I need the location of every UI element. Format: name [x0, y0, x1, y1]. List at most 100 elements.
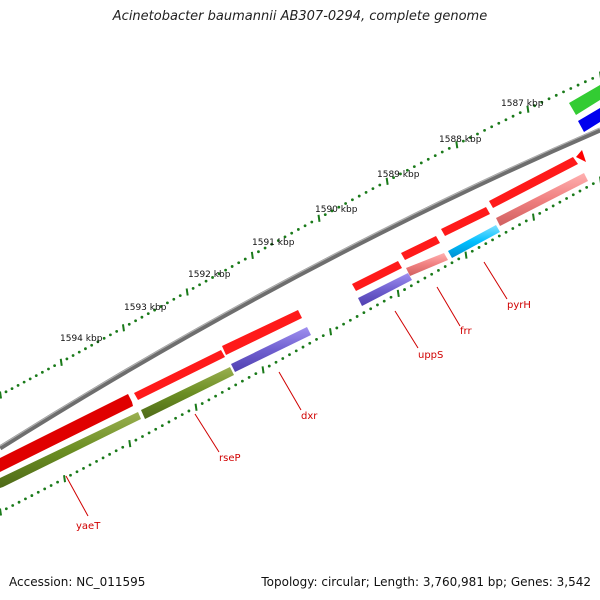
scale-dot [114, 449, 118, 453]
scale-dot [247, 375, 251, 379]
scale-dot [491, 238, 494, 242]
scale-dot [484, 242, 488, 246]
inner-tick-track [0, 176, 600, 516]
cds-arrow [401, 236, 440, 260]
gene-labels: yaeT rseP dxr uppS frr pyrH [76, 300, 531, 532]
scale-dot [565, 197, 568, 200]
scale-dot [571, 193, 575, 197]
scale-dot [518, 223, 521, 227]
scale-dot [591, 76, 595, 80]
scale-dot [423, 276, 427, 280]
scale-dot [470, 249, 474, 253]
scale-dot [211, 276, 214, 279]
scale-dot [469, 136, 472, 139]
scale-dot [426, 157, 430, 161]
scale-dot [40, 370, 44, 374]
scale-dot [378, 183, 382, 187]
scale-dot [4, 507, 8, 511]
scale-dot [296, 228, 300, 231]
scale-dot [576, 83, 580, 87]
scale-label: 1587 kbp [501, 99, 544, 109]
scale-dot [497, 121, 501, 125]
scale-tick [63, 475, 67, 483]
scale-tick [128, 440, 132, 448]
scale-dot [237, 261, 241, 265]
scale-dot [476, 132, 479, 136]
scale-dot [524, 219, 528, 223]
scale-label: 1594 kbp [60, 334, 103, 344]
scale-dot [323, 213, 327, 217]
scale-dot [348, 318, 352, 322]
scale-dot [357, 194, 361, 198]
gene-label: yaeT [76, 521, 101, 532]
scale-dot [376, 303, 379, 307]
scale-dot [399, 172, 402, 176]
scale-dot [591, 182, 595, 186]
cds-arrow [134, 350, 225, 400]
gene-bar-rseP [141, 367, 234, 419]
scale-dot [174, 416, 177, 420]
scale-dot [240, 379, 244, 383]
scale-tick [121, 324, 125, 332]
cds-arrow [222, 310, 302, 355]
leader-uppS [394, 310, 419, 349]
scale-dot [558, 200, 562, 204]
scale-dot [96, 340, 100, 344]
scale-dot [263, 246, 267, 250]
scale-dot [578, 189, 582, 193]
scale-dot [477, 246, 481, 249]
gene-bar-yaeT [0, 412, 141, 488]
scale-dot [69, 473, 72, 477]
scale-dot [409, 284, 413, 288]
scale-tick [329, 328, 333, 336]
scale-dot [16, 384, 20, 387]
scale-dot [518, 111, 522, 115]
scale-dot [443, 265, 447, 268]
genome-summary: Topology: circular; Length: 3,760,981 bp… [261, 575, 591, 589]
scale-dot [440, 150, 444, 154]
scale-dot [178, 294, 182, 298]
scale-dot [17, 500, 21, 504]
scale-dot [34, 374, 38, 378]
scale-dot [230, 265, 234, 268]
cds-track [0, 157, 578, 472]
scale-tick [464, 251, 468, 259]
scale-dot [77, 350, 81, 354]
scale-dot [115, 329, 119, 333]
scale-dot [28, 377, 32, 381]
scale-dot [11, 504, 15, 507]
scale-dot [207, 398, 211, 402]
scale-dot [198, 283, 201, 287]
scale-dot [22, 380, 26, 384]
scale-dot [160, 424, 164, 428]
cds-arrow [0, 394, 133, 472]
scale-dot [84, 347, 87, 351]
leader-yaeT [65, 475, 89, 517]
scale-dot [342, 322, 345, 326]
inner-dot-track [4, 182, 595, 511]
scale-dot [53, 364, 56, 368]
scale-dot [430, 272, 434, 276]
scale-dot [234, 383, 238, 387]
scale-dot [450, 261, 454, 265]
scale-dot [538, 212, 542, 215]
scale-tick-track [0, 71, 600, 399]
scale-dot [267, 364, 271, 368]
scale-dot [217, 272, 221, 276]
genome-backbone-highlight [0, 127, 600, 447]
accession-label: Accession: NC_011595 [9, 575, 146, 589]
scale-dot [433, 154, 437, 158]
scale-dot [355, 315, 359, 318]
cds-arrow [352, 261, 402, 291]
gene-label: pyrH [507, 300, 531, 311]
scale-dot [166, 301, 169, 305]
blue-feature [578, 108, 600, 132]
scale-dot [243, 257, 247, 261]
scale-tick [0, 391, 2, 399]
scale-dot [412, 165, 416, 168]
scale-dot [108, 452, 112, 456]
scale-dot [490, 125, 494, 129]
scale-dot [102, 336, 106, 340]
scale-dot [71, 354, 75, 357]
